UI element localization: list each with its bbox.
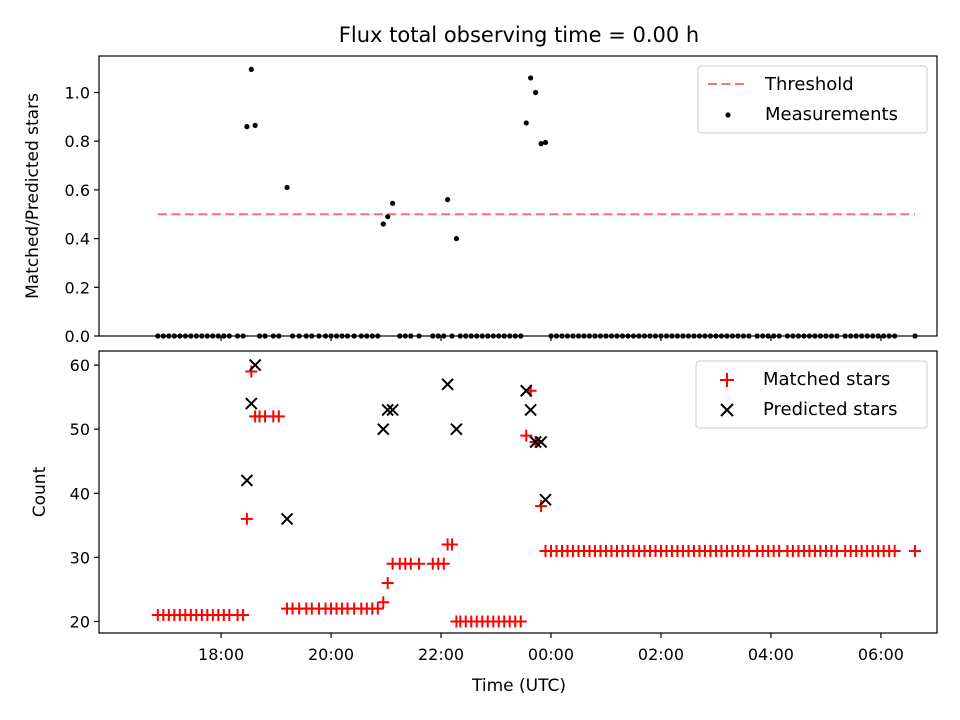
predicted-star-point xyxy=(441,378,454,391)
bottom-y-tick-label: 40 xyxy=(70,484,90,503)
top-y-tick-label: 0.6 xyxy=(65,181,90,200)
predicted-star-point xyxy=(524,403,537,417)
measurement-point xyxy=(284,184,290,191)
bottom-y-tick-label: 60 xyxy=(70,356,90,375)
predicted-star-point xyxy=(386,403,399,417)
predicted-star-point xyxy=(240,474,254,487)
bottom-panel: 20 30 40 50 60 18:00 20:00 22:00 00:00 02:00 04:0… xyxy=(30,350,938,696)
measurement-point xyxy=(523,120,529,126)
predicted-star-point xyxy=(245,397,258,410)
measurement-point xyxy=(445,197,451,203)
predicted-star-point xyxy=(280,512,294,526)
x-tick-label: 00:00 xyxy=(528,645,574,664)
measurement-point xyxy=(380,221,386,227)
legend-measurement-swatch xyxy=(725,112,731,118)
measurement-point xyxy=(453,236,460,242)
measurement-point xyxy=(252,122,258,128)
matched-star-point xyxy=(520,429,533,442)
measurement-point xyxy=(248,66,254,72)
top-legend-box xyxy=(697,65,928,134)
predicted-star-point xyxy=(377,422,390,436)
predicted-star-point xyxy=(450,422,463,436)
x-tick-label: 04:00 xyxy=(748,645,794,664)
x-tick-label: 18:00 xyxy=(198,645,244,664)
legend-threshold-label: Threshold xyxy=(764,74,854,95)
matched-star-point xyxy=(377,596,390,609)
matched-star-point xyxy=(413,557,426,570)
x-tick-label: 22:00 xyxy=(418,645,464,664)
top-axes-frame xyxy=(98,55,938,337)
matched-star-point xyxy=(272,410,285,423)
bottom-axes-frame xyxy=(98,350,938,634)
top-panel: 0.0 0.2 0.4 0.6 0.8 1.0 Matched/Predicted sta… xyxy=(23,55,938,346)
matched-star-point xyxy=(888,544,901,557)
predicted-star-point xyxy=(539,493,552,506)
measurement-point xyxy=(542,139,549,146)
top-y-axis-label: Matched/Predicted stars xyxy=(23,93,43,299)
predicted-star-point xyxy=(529,435,542,449)
matched-star-point xyxy=(245,365,258,378)
top-y-tick-label: 0.0 xyxy=(65,327,90,346)
top-y-tick-label: 1.0 xyxy=(65,84,90,103)
measurement-point xyxy=(390,200,396,206)
measurement-point xyxy=(385,214,391,220)
x-tick-label: 02:00 xyxy=(638,645,684,664)
bottom-y-tick-label: 30 xyxy=(70,548,90,567)
matched-star-point xyxy=(909,544,922,557)
predicted-star-point xyxy=(520,384,533,397)
matched-star-point xyxy=(535,500,548,513)
bottom-legend-box xyxy=(695,360,928,429)
bottom-y-axis-label: Count xyxy=(30,466,50,517)
top-y-tick-label: 0.2 xyxy=(65,278,90,297)
legend-matched-swatch xyxy=(720,373,734,387)
predicted-star-point xyxy=(248,358,262,372)
top-y-ticks: 0.0 0.2 0.4 0.6 0.8 1.0 xyxy=(65,84,99,346)
x-tick-label: 06:00 xyxy=(858,645,904,664)
chart-title: Flux total observing time = 0.00 h xyxy=(339,23,699,47)
x-tick-label: 20:00 xyxy=(308,645,354,664)
matched-star-point xyxy=(371,602,384,615)
predicted-star-point xyxy=(534,435,548,449)
measurement-point xyxy=(532,89,539,96)
measurement-point xyxy=(244,124,250,130)
top-legend: Threshold Measurements xyxy=(697,65,928,134)
bottom-x-ticks: 18:00 20:00 22:00 00:00 02:00 04:00 06:00 xyxy=(198,633,904,664)
bottom-legend: Matched stars Predicted stars xyxy=(695,360,928,429)
legend-matched-label: Matched stars xyxy=(763,369,890,390)
bottom-y-tick-label: 20 xyxy=(70,612,90,631)
matched-star-point xyxy=(240,512,253,525)
predicted-star-point xyxy=(381,403,394,417)
matched-star-point xyxy=(237,609,250,622)
bottom-y-tick-label: 50 xyxy=(70,420,90,439)
matched-star-points xyxy=(151,365,922,628)
legend-predicted-label: Predicted stars xyxy=(763,399,897,420)
top-y-tick-label: 0.8 xyxy=(65,132,90,151)
x-axis-label: Time (UTC) xyxy=(471,676,566,696)
matched-star-point xyxy=(446,538,459,551)
top-y-tick-label: 0.4 xyxy=(65,230,90,249)
matched-star-point xyxy=(381,577,394,590)
legend-measurements-label: Measurements xyxy=(765,104,898,125)
measurement-point xyxy=(528,75,534,81)
legend-predicted-swatch xyxy=(720,403,734,417)
predicted-star-points xyxy=(240,358,552,526)
measurement-point xyxy=(538,141,544,147)
matched-star-point xyxy=(514,615,527,628)
matched-star-point xyxy=(437,557,450,570)
bottom-y-ticks: 20 30 40 50 60 xyxy=(70,356,99,631)
